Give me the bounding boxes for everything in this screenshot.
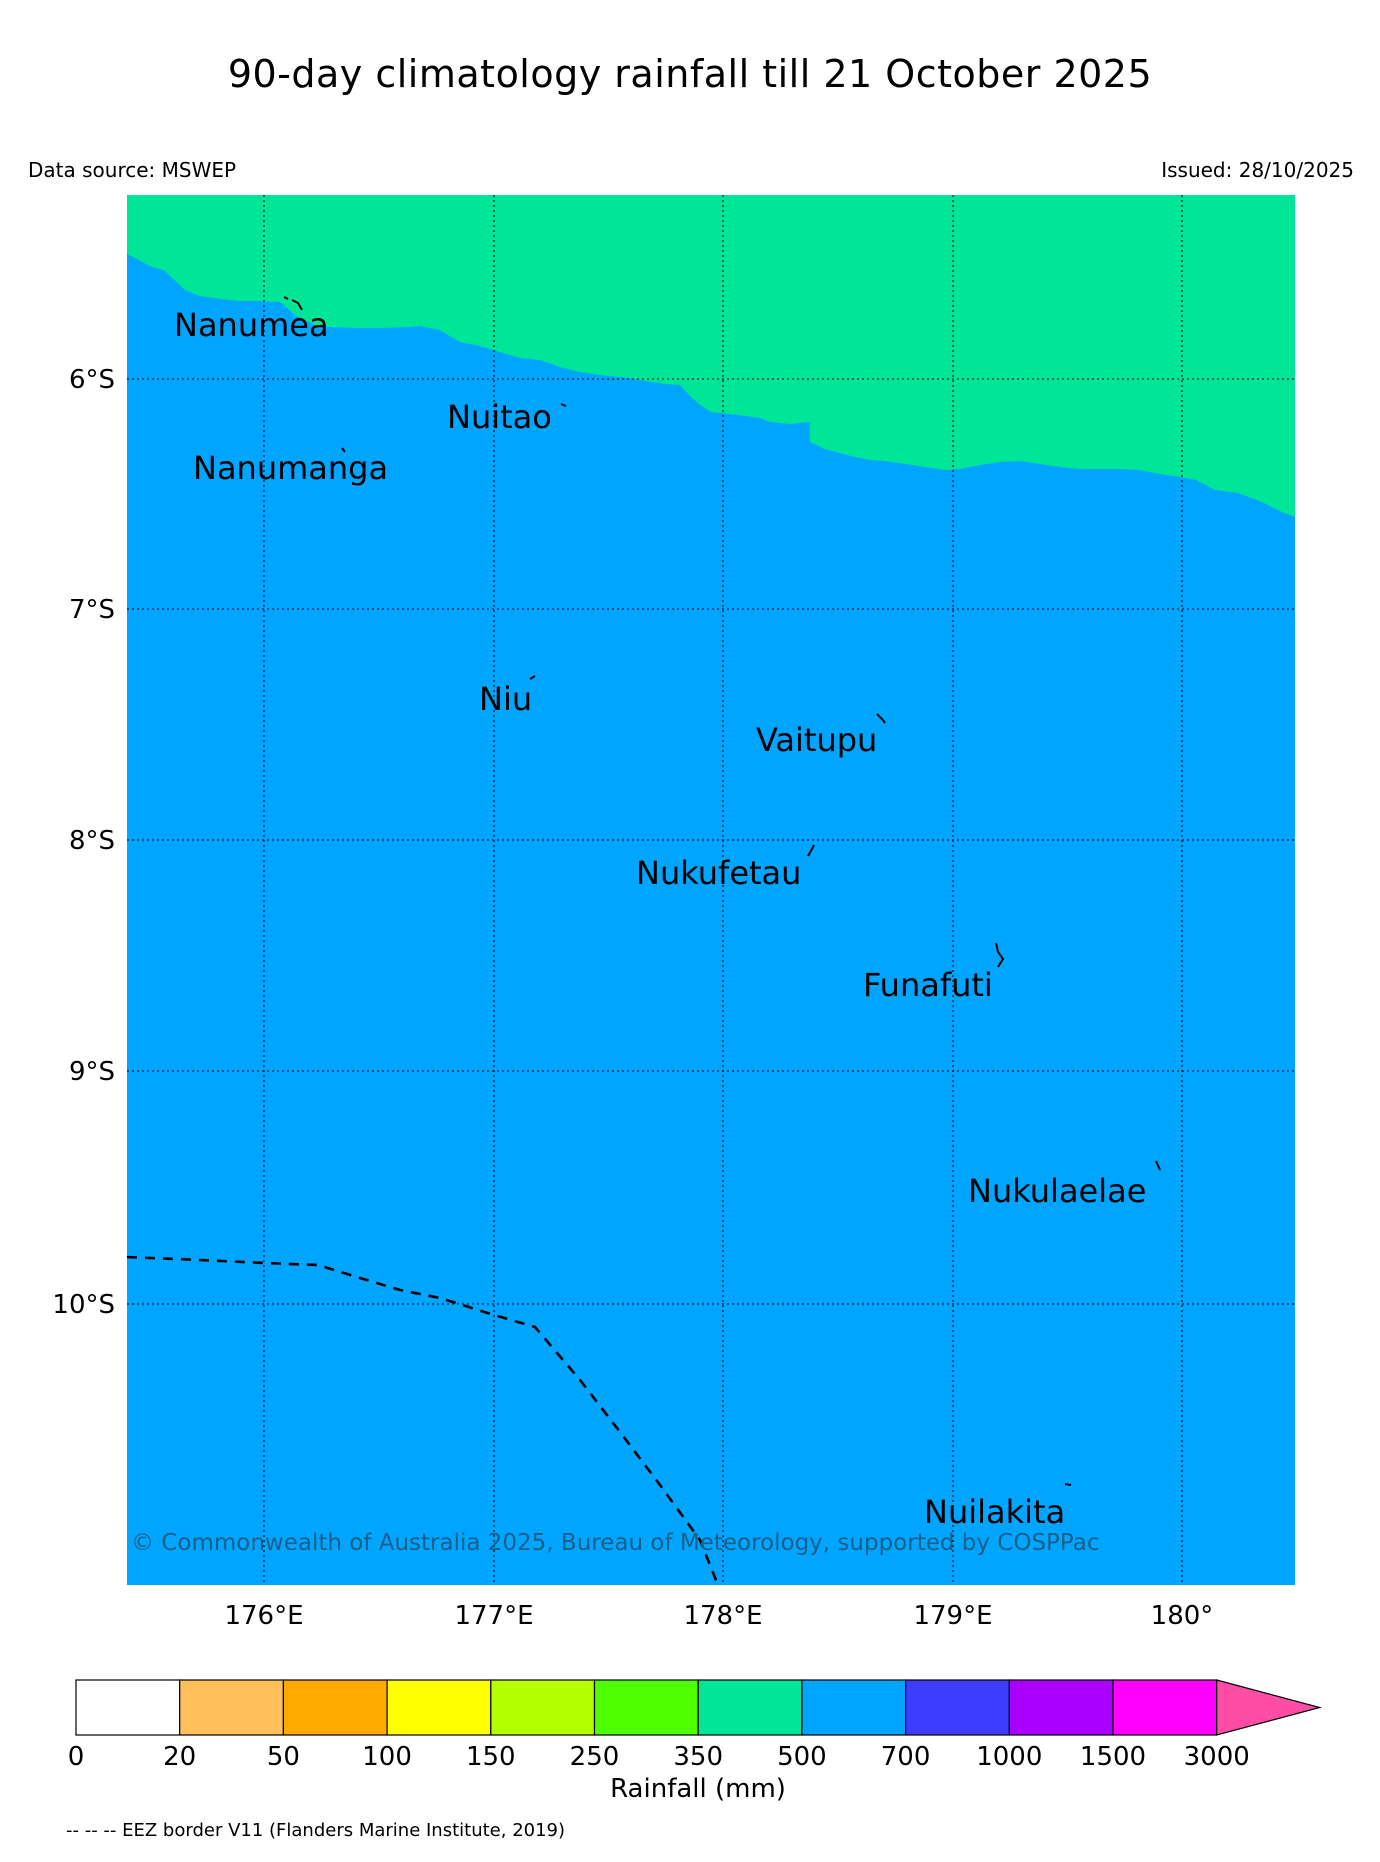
colorbar-segment [179, 1679, 284, 1736]
colorbar-tick-label: 250 [570, 1742, 620, 1772]
colorbar-extend-arrow [1216, 1679, 1323, 1736]
eez-border-line [126, 1255, 720, 1586]
colorbar [75, 1679, 1323, 1736]
colorbar-tick-label: 20 [163, 1742, 196, 1772]
lon-label-178e: 178°E [683, 1601, 762, 1631]
lon-label-180: 180° [1151, 1601, 1214, 1631]
lat-label-8s: 8°S [69, 826, 115, 856]
colorbar-segment [282, 1679, 388, 1736]
colorbar-tick-label: 1500 [1080, 1742, 1146, 1772]
island-label-funafuti: Funafuti [863, 966, 993, 1004]
island-label-nuilakita: Nuilakita [924, 1493, 1065, 1531]
island-label-nanumanga: Nanumanga [193, 449, 388, 487]
colorbar-segment [490, 1679, 596, 1736]
nukulaelae-island-icon [1155, 1160, 1161, 1171]
colorbar-tick-labels: 0 20 50 100 150 250 350 500 700 1000 1500 3000 [68, 1742, 1250, 1772]
colorbar-tick-label: 0 [68, 1742, 85, 1772]
colorbar-segment [75, 1679, 181, 1736]
colorbar-tick-label: 3000 [1184, 1742, 1250, 1772]
nuilakita-island-icon [1064, 1483, 1072, 1486]
colorbar-segment [593, 1679, 699, 1736]
copyright-watermark: © Commonwealth of Australia 2025, Bureau… [131, 1530, 1100, 1556]
colorbar-segment [1112, 1679, 1218, 1736]
vaitupu-island-icon [876, 713, 886, 724]
nanumea-island-icon [283, 296, 303, 311]
nukufetau-island-icon [807, 844, 815, 857]
nuitao-island-icon [560, 403, 567, 407]
island-label-nukulaelae: Nukulaelae [968, 1172, 1146, 1210]
colorbar-tick-label: 1000 [976, 1742, 1042, 1772]
island-label-nukufetau: Nukufetau [636, 854, 801, 892]
colorbar-tick-label: 700 [881, 1742, 931, 1772]
colorbar-segment [801, 1679, 907, 1736]
colorbar-segment [386, 1679, 492, 1736]
colorbar-tick-label: 50 [267, 1742, 300, 1772]
colorbar-title: Rainfall (mm) [610, 1774, 786, 1804]
nanumanga-island-icon [341, 447, 346, 453]
colorbar-tick-label: 500 [777, 1742, 827, 1772]
colorbar-tick-label: 150 [466, 1742, 516, 1772]
lat-label-10s: 10°S [52, 1290, 115, 1320]
island-label-nuitao: Nuitao [447, 398, 552, 436]
lon-label-177e: 177°E [454, 1601, 533, 1631]
lon-label-179e: 179°E [913, 1601, 992, 1631]
island-label-nanumea: Nanumea [174, 306, 329, 344]
funafuti-island-icon [995, 942, 1005, 968]
island-label-niu: Niu [479, 680, 532, 718]
eez-footnote: -- -- -- EEZ border V11 (Flanders Marine… [66, 1820, 566, 1841]
island-label-vaitupu: Vaitupu [756, 721, 877, 759]
lat-label-9s: 9°S [69, 1057, 115, 1087]
issued-date-label: Issued: 28/10/2025 [1161, 158, 1354, 182]
niu-island-icon [529, 675, 536, 680]
graticule [127, 195, 1295, 1585]
rainfall-band-350-500 [127, 195, 1295, 517]
data-source-label: Data source: MSWEP [28, 158, 237, 182]
colorbar-segment [1008, 1679, 1114, 1736]
colorbar-segment [904, 1679, 1010, 1736]
colorbar-tick-label: 100 [362, 1742, 412, 1772]
lon-label-176e: 176°E [224, 1601, 303, 1631]
colorbar-tick-label: 350 [673, 1742, 723, 1772]
lat-label-6s: 6°S [69, 365, 115, 395]
lat-label-7s: 7°S [69, 595, 115, 625]
colorbar-segment [697, 1679, 803, 1736]
chart-title: 90-day climatology rainfall till 21 Octo… [227, 52, 1153, 96]
